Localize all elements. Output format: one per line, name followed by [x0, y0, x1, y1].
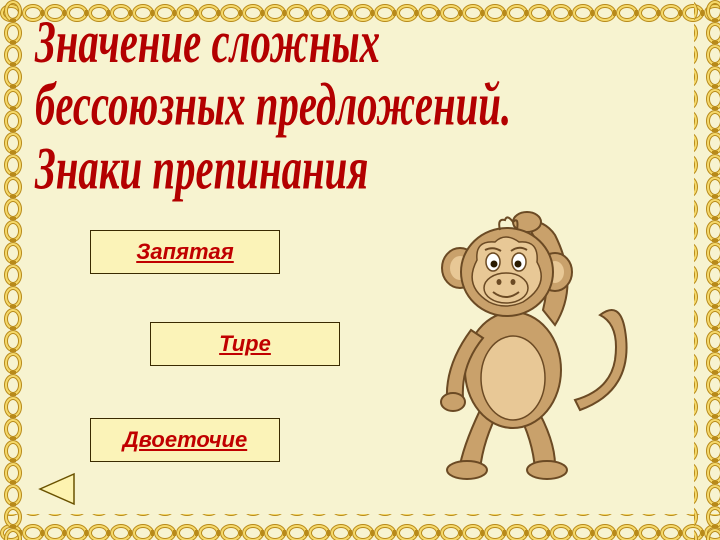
callout-colon[interactable]: Двоеточие	[90, 418, 280, 462]
callout-comma[interactable]: Запятая	[90, 230, 280, 274]
title-line2: бессоюзных предложений.	[35, 75, 588, 138]
monkey-image	[405, 190, 635, 480]
back-button[interactable]	[38, 472, 76, 506]
callout-label: Запятая	[136, 239, 234, 265]
callout-label: Тире	[219, 331, 271, 357]
callout-dash[interactable]: Тире	[150, 322, 340, 366]
title-line1: Значение сложных	[35, 12, 588, 75]
slide: Значение сложных бессоюзных предложений.…	[0, 0, 720, 540]
page-title: Значение сложных бессоюзных предложений.…	[35, 12, 588, 201]
callout-label: Двоеточие	[123, 427, 247, 453]
